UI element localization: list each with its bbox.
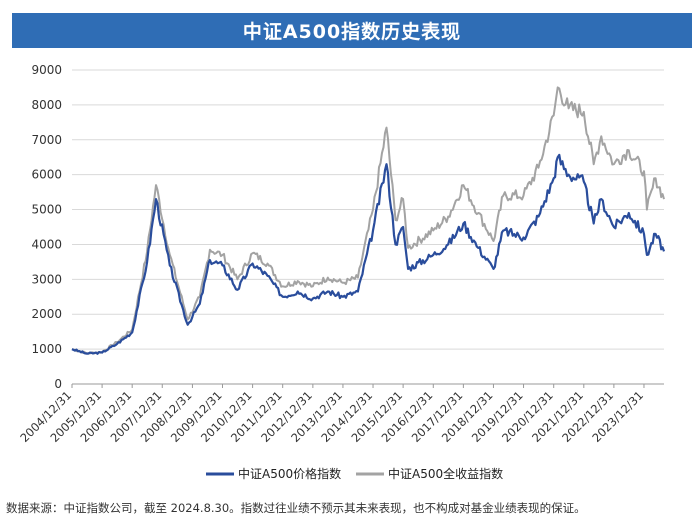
line-chart: 0100020003000400050006000700080009000200… xyxy=(17,63,666,481)
series-line-total-return xyxy=(71,86,665,355)
y-tick-label: 6000 xyxy=(31,168,62,182)
y-tick-label: 9000 xyxy=(31,63,62,77)
y-tick-label: 7000 xyxy=(31,133,62,147)
y-tick-label: 2000 xyxy=(31,307,62,321)
y-tick-label: 5000 xyxy=(31,203,62,217)
y-tick-label: 4000 xyxy=(31,237,62,251)
legend-label-total-return: 中证A500全收益指数 xyxy=(388,466,503,481)
y-tick-label: 0 xyxy=(54,377,62,391)
chart-title: 中证A500指数历史表现 xyxy=(12,13,692,48)
y-tick-label: 3000 xyxy=(31,272,62,286)
y-tick-label: 1000 xyxy=(31,342,62,356)
y-tick-label: 8000 xyxy=(31,98,62,112)
series-line-price-index xyxy=(71,153,666,355)
legend-label-price-index: 中证A500价格指数 xyxy=(238,466,341,481)
source-note: 数据来源：中证指数公司，截至 2024.8.30。指数过往业绩不预示其未来表现，… xyxy=(6,501,586,515)
